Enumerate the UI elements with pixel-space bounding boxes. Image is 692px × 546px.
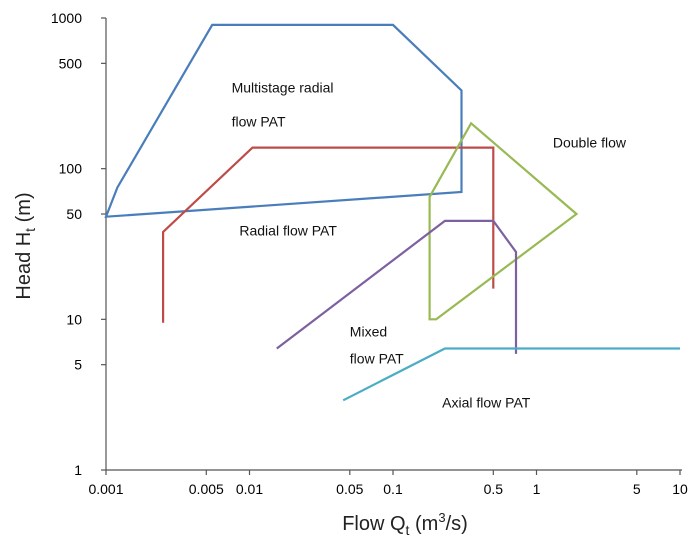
y-tick-label: 1000 <box>51 10 82 26</box>
y-tick-label: 100 <box>59 161 83 177</box>
x-axis-title-superscript: 3 <box>438 510 445 525</box>
series-layer <box>106 25 680 400</box>
x-tick-label: 0.001 <box>88 481 123 497</box>
y-tick-label: 500 <box>59 55 83 71</box>
annotation-label: flow PAT <box>350 350 404 366</box>
annotation-label: Double flow <box>553 135 627 151</box>
annotation-label: Multistage radial <box>232 80 334 96</box>
y-axis-title-main: Head H <box>13 232 35 300</box>
x-axis-title-unit: (m <box>409 513 438 535</box>
y-tick-label: 10 <box>66 311 82 327</box>
x-tick-label: 1 <box>533 481 541 497</box>
y-tick-label: 50 <box>66 206 82 222</box>
y-axis-ticks: 1 5 10 50 100 500 1000 <box>51 10 106 478</box>
x-tick-label: 0.005 <box>189 481 224 497</box>
x-axis-ticks: 0.001 0.005 0.01 0.05 0.1 0.5 1 5 10 <box>88 470 688 497</box>
x-tick-label: 10 <box>672 481 688 497</box>
y-tick-label: 5 <box>74 357 82 373</box>
x-tick-label: 0.05 <box>336 481 363 497</box>
y-tick-label: 1 <box>74 462 82 478</box>
annotation-label: Radial flow PAT <box>239 223 337 239</box>
y-axis-title-unit: (m) <box>13 192 35 228</box>
x-axis-title-main: Flow Q <box>342 513 405 535</box>
annotation-label: flow PAT <box>232 114 286 130</box>
x-axis-title-unit-end: /s) <box>446 513 468 535</box>
x-tick-label: 0.1 <box>383 481 403 497</box>
x-tick-label: 0.5 <box>484 481 504 497</box>
x-tick-label: 5 <box>633 481 641 497</box>
axes <box>106 18 682 470</box>
x-axis-title: Flow Qt (m3/s) <box>342 510 468 538</box>
annotation-label: Mixed <box>350 323 387 339</box>
y-axis-title: Head Ht (m) <box>13 192 38 299</box>
x-tick-label: 0.01 <box>236 481 263 497</box>
annotation-label: Axial flow PAT <box>442 394 531 410</box>
